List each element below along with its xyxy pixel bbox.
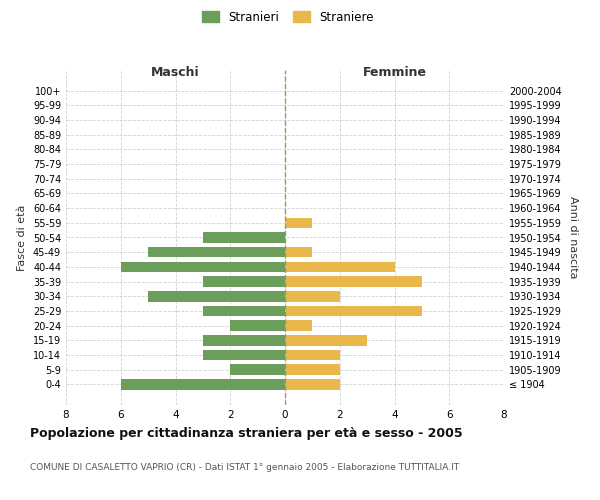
Bar bbox=[285, 276, 422, 287]
Bar bbox=[203, 335, 285, 345]
Bar bbox=[203, 306, 285, 316]
Bar bbox=[285, 262, 395, 272]
Bar bbox=[230, 364, 285, 375]
Legend: Stranieri, Straniere: Stranieri, Straniere bbox=[197, 6, 379, 28]
Bar bbox=[148, 291, 285, 302]
Bar bbox=[285, 335, 367, 345]
Bar bbox=[285, 320, 313, 331]
Text: Popolazione per cittadinanza straniera per età e sesso - 2005: Popolazione per cittadinanza straniera p… bbox=[30, 428, 463, 440]
Bar bbox=[285, 306, 422, 316]
Bar bbox=[148, 247, 285, 258]
Text: Femmine: Femmine bbox=[362, 66, 427, 79]
Bar bbox=[285, 379, 340, 390]
Bar bbox=[121, 379, 285, 390]
Bar bbox=[121, 262, 285, 272]
Bar bbox=[285, 350, 340, 360]
Bar bbox=[285, 364, 340, 375]
Text: Maschi: Maschi bbox=[151, 66, 200, 79]
Bar bbox=[230, 320, 285, 331]
Bar bbox=[203, 276, 285, 287]
Y-axis label: Fasce di età: Fasce di età bbox=[17, 204, 27, 270]
Bar bbox=[285, 291, 340, 302]
Bar bbox=[285, 218, 313, 228]
Bar bbox=[285, 247, 313, 258]
Y-axis label: Anni di nascita: Anni di nascita bbox=[568, 196, 578, 279]
Bar bbox=[203, 232, 285, 243]
Text: COMUNE DI CASALETTO VAPRIO (CR) - Dati ISTAT 1° gennaio 2005 - Elaborazione TUTT: COMUNE DI CASALETTO VAPRIO (CR) - Dati I… bbox=[30, 462, 459, 471]
Bar bbox=[203, 350, 285, 360]
